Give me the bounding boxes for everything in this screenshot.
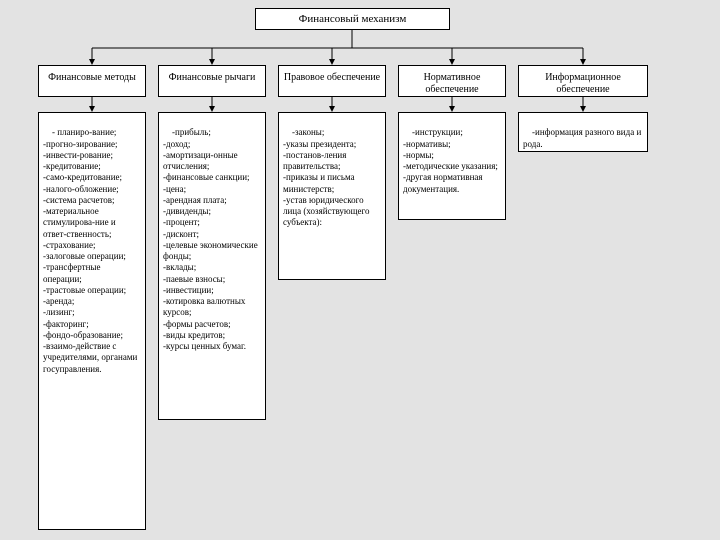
col-list-text: - планиро-вание; -прогно-зирование; -инв… [43,127,140,373]
col-list-text: -прибыль; -доход; -амортизаци-онные отчи… [163,127,260,351]
col-header-3: Нормативное обеспечение [398,65,506,97]
col-header-label: Финансовые методы [48,72,136,83]
root-title: Финансовый механизм [299,13,407,25]
col-header-1: Финансовые рычаги [158,65,266,97]
col-list-text: -законы; -указы президента; -постанов-ле… [283,127,372,227]
col-header-2: Правовое обеспечение [278,65,386,97]
col-list-text: -инструкции; -нормативы; -нормы; -методи… [403,127,498,193]
root-node: Финансовый механизм [255,8,450,30]
col-header-label: Информационное обеспечение [545,72,621,95]
col-header-label: Нормативное обеспечение [424,72,481,95]
col-header-label: Финансовые рычаги [169,72,256,83]
diagram-canvas: Финансовый механизм Финансовые методы - … [0,0,720,540]
col-header-4: Информационное обеспечение [518,65,648,97]
col-list-1: -прибыль; -доход; -амортизаци-онные отчи… [158,112,266,420]
col-list-text: -информация разного вида и рода. [523,127,644,148]
col-header-label: Правовое обеспечение [284,72,380,83]
col-list-2: -законы; -указы президента; -постанов-ле… [278,112,386,280]
col-list-4: -информация разного вида и рода. [518,112,648,152]
col-header-0: Финансовые методы [38,65,146,97]
col-list-0: - планиро-вание; -прогно-зирование; -инв… [38,112,146,530]
col-list-3: -инструкции; -нормативы; -нормы; -методи… [398,112,506,220]
